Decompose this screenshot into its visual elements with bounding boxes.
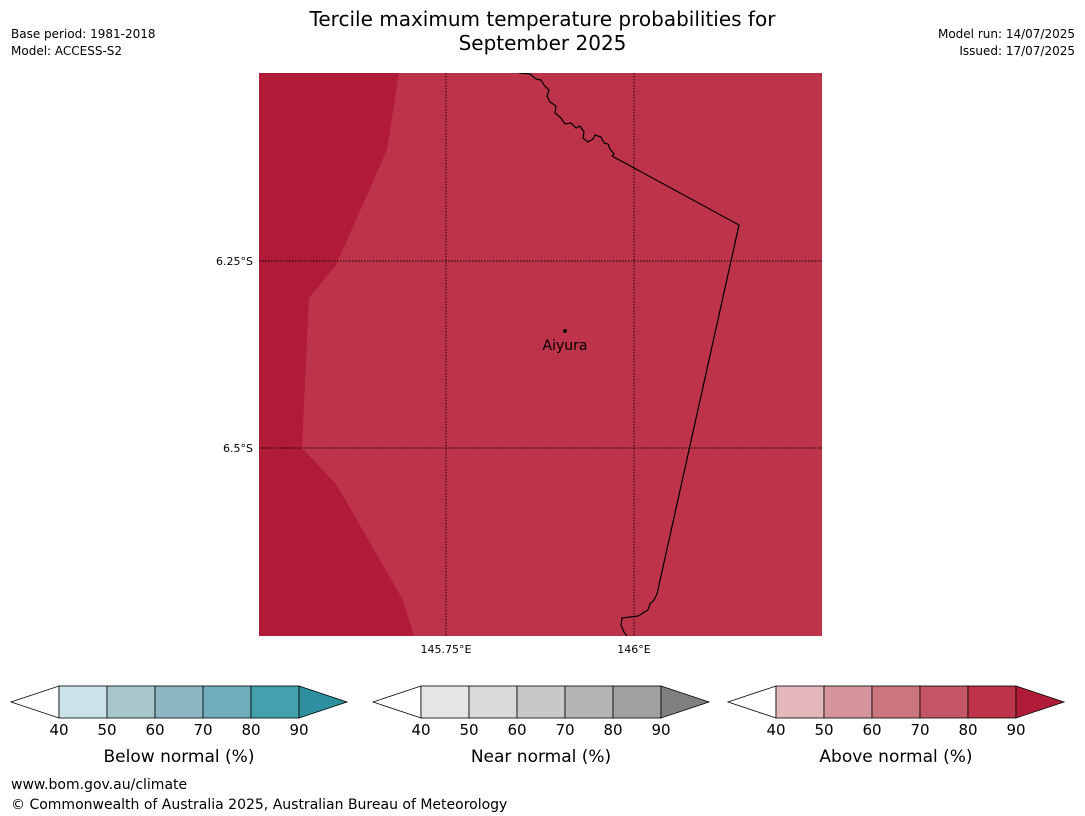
colorbar-near-extend-low bbox=[371, 685, 422, 719]
colorbar-above-seg-5 bbox=[967, 685, 1017, 719]
colorbar-below-extend-low bbox=[9, 685, 60, 719]
map-title: Tercile maximum temperature probabilitie… bbox=[0, 7, 1085, 55]
colorbar-near-tick-50: 50 bbox=[459, 721, 478, 739]
colorbar-near-seg-4 bbox=[564, 685, 614, 719]
lon-label-14575: 145.75°E bbox=[421, 643, 472, 656]
colorbar-below-tick-80: 80 bbox=[241, 721, 260, 739]
colorbar-near-tick-60: 60 bbox=[507, 721, 526, 739]
colorbar-above-label: Above normal (%) bbox=[819, 747, 972, 767]
model-run-text: Model run: 14/07/2025 bbox=[937, 27, 1075, 41]
colorbar-above-extend-low bbox=[726, 685, 777, 719]
colorbar-near-tick-40: 40 bbox=[411, 721, 430, 739]
colorbar-near-extend-high bbox=[660, 685, 711, 719]
footer: www.bom.gov.au/climate © Commonwealth of… bbox=[11, 775, 507, 815]
issued-text: Issued: 17/07/2025 bbox=[959, 44, 1075, 58]
colorbar-below-tick-50: 50 bbox=[97, 721, 116, 739]
colorbar-below-seg-1 bbox=[58, 685, 108, 719]
footer-url[interactable]: www.bom.gov.au/climate bbox=[11, 777, 188, 793]
colorbar-above-extend-high bbox=[1015, 685, 1066, 719]
colorbar-near-seg-1 bbox=[420, 685, 470, 719]
colorbar-above-tick-70: 70 bbox=[910, 721, 929, 739]
model-text: Model: ACCESS-S2 bbox=[11, 44, 123, 58]
colorbar-below-seg-2 bbox=[106, 685, 156, 719]
colorbar-below-tick-40: 40 bbox=[49, 721, 68, 739]
colorbar-near-seg-3 bbox=[516, 685, 566, 719]
colorbar-below-tick-90: 90 bbox=[289, 721, 308, 739]
colorbar-below-tick-60: 60 bbox=[145, 721, 164, 739]
title-line-2: September 2025 bbox=[458, 31, 627, 55]
border-line bbox=[518, 73, 740, 636]
place-marker bbox=[563, 329, 567, 333]
colorbar-near-normal: 40 50 60 70 80 90 Near normal (%) bbox=[371, 685, 711, 767]
base-period-text: Base period: 1981-2018 bbox=[11, 27, 156, 41]
colorbar-above-tick-90: 90 bbox=[1006, 721, 1025, 739]
colorbar-above-tick-40: 40 bbox=[766, 721, 785, 739]
colorbar-near-seg-5 bbox=[612, 685, 662, 719]
colorbar-above-seg-4 bbox=[919, 685, 969, 719]
place-label-aiyura: Aiyura bbox=[543, 338, 588, 354]
metadata-right: Model run: 14/07/2025 Issued: 17/07/2025 bbox=[938, 26, 1075, 60]
colorbar-below-normal: 40 50 60 70 80 90 Below normal (%) bbox=[9, 685, 349, 767]
colorbar-below-seg-4 bbox=[202, 685, 252, 719]
colorbar-above-tick-60: 60 bbox=[862, 721, 881, 739]
colorbar-below-seg-3 bbox=[154, 685, 204, 719]
map-panel: Aiyura bbox=[259, 73, 822, 636]
probability-fill-mid bbox=[302, 73, 822, 636]
colorbar-below-label: Below normal (%) bbox=[104, 747, 255, 767]
colorbar-near-tick-70: 70 bbox=[555, 721, 574, 739]
title-line-1: Tercile maximum temperature probabilitie… bbox=[309, 7, 776, 31]
colorbar-near-tick-90: 90 bbox=[651, 721, 670, 739]
footer-copyright: © Commonwealth of Australia 2025, Austra… bbox=[11, 797, 508, 813]
colorbar-above-tick-80: 80 bbox=[958, 721, 977, 739]
colorbar-above-tick-50: 50 bbox=[814, 721, 833, 739]
colorbar-above-seg-1 bbox=[775, 685, 825, 719]
lon-label-146: 146°E bbox=[617, 643, 650, 656]
colorbar-above-seg-3 bbox=[871, 685, 921, 719]
colorbar-near-tick-80: 80 bbox=[603, 721, 622, 739]
colorbar-above-seg-2 bbox=[823, 685, 873, 719]
lat-label-625: 6.25°S bbox=[216, 255, 253, 268]
colorbar-below-seg-5 bbox=[250, 685, 300, 719]
colorbar-above-normal: 40 50 60 70 80 90 Above normal (%) bbox=[726, 685, 1066, 767]
colorbar-near-label: Near normal (%) bbox=[471, 747, 611, 767]
colorbar-below-tick-70: 70 bbox=[193, 721, 212, 739]
colorbar-near-seg-2 bbox=[468, 685, 518, 719]
colorbar-below-extend-high bbox=[298, 685, 349, 719]
metadata-left: Base period: 1981-2018 Model: ACCESS-S2 bbox=[11, 26, 156, 60]
lat-label-65: 6.5°S bbox=[223, 442, 253, 455]
